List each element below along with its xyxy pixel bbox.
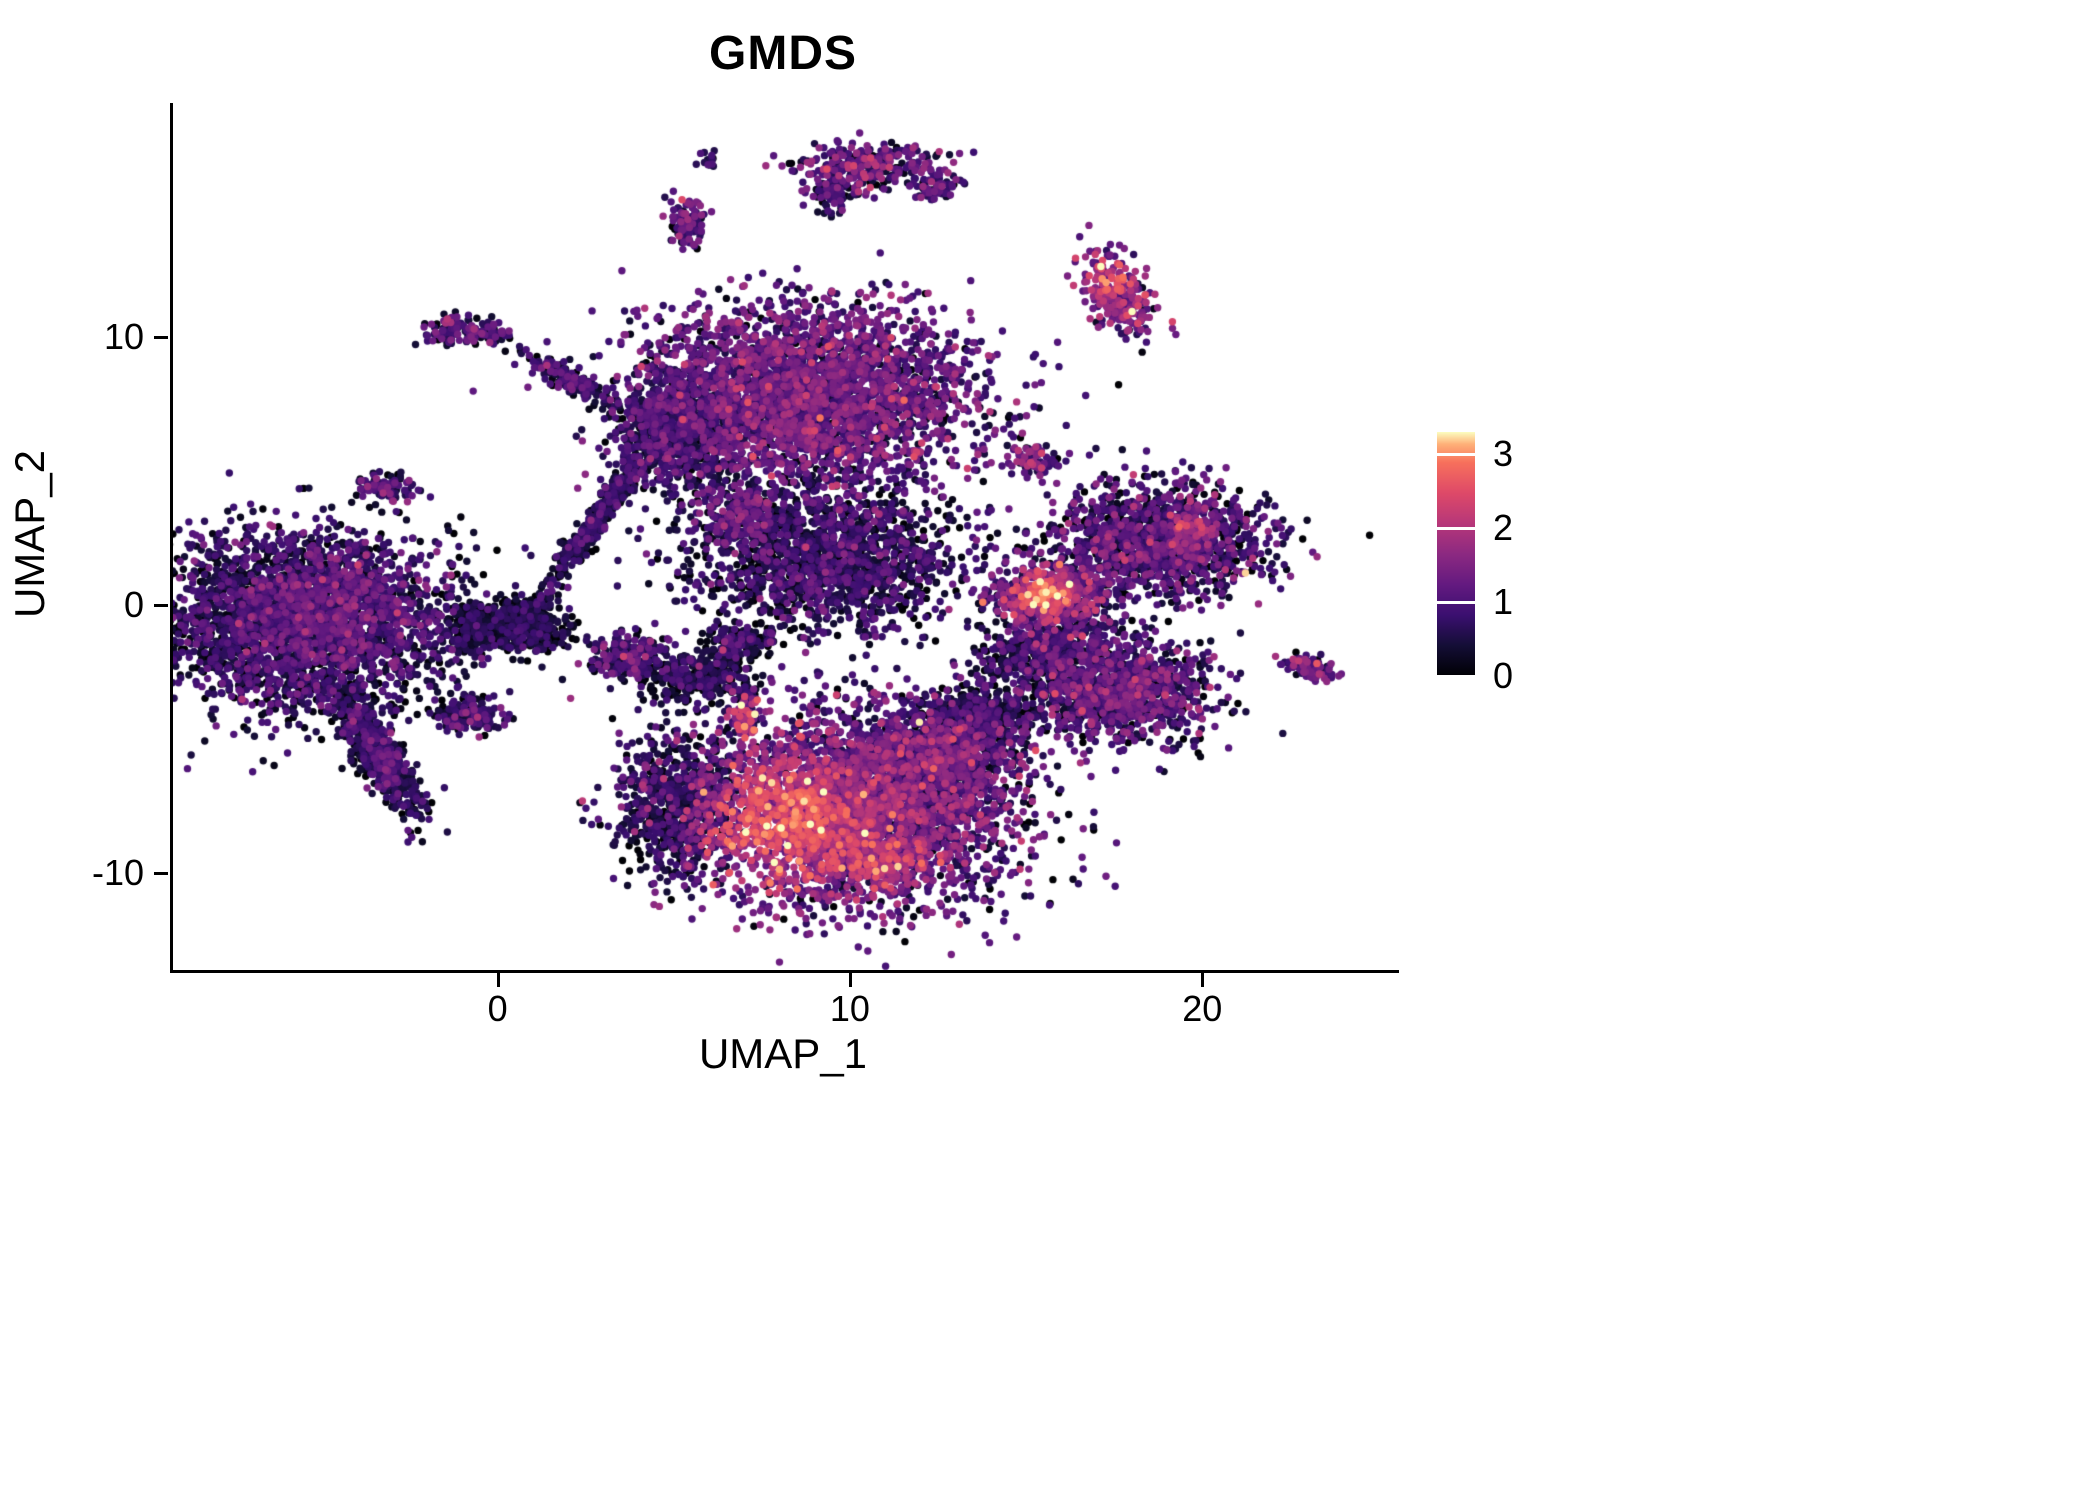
y-tick-mark [154,872,168,876]
colorbar-tick-label: 3 [1493,433,1514,475]
plot-title: GMDS [709,27,857,80]
y-tick-label: 0 [123,583,144,625]
x-tick-label: 20 [1182,988,1223,1029]
colorbar-tick-mark [1437,674,1475,678]
y-tick-mark [154,603,168,607]
x-tick-mark [848,973,852,987]
colorbar-tick-label: 2 [1493,507,1514,549]
colorbar-tick-mark [1437,452,1475,456]
plot-area [170,103,1399,973]
x-tick-label: 10 [829,988,870,1029]
colorbar-tick-label: 0 [1493,655,1514,696]
x-tick-mark [496,973,500,987]
y-axis-label: UMAP_2 [6,449,53,619]
colorbar-tick-mark [1437,600,1475,604]
colorbar-gradient [1437,432,1475,676]
x-axis-label: UMAP_1 [698,1030,868,1077]
y-tick-mark [154,335,168,339]
x-tick-mark [1201,973,1205,987]
scatter-points-canvas [173,103,1399,970]
y-tick-label: -10 [91,852,144,894]
colorbar-tick-mark [1437,526,1475,530]
x-tick-label: 0 [487,988,508,1029]
colorbar-tick-label: 1 [1493,581,1514,623]
y-tick-label: 10 [103,315,144,357]
